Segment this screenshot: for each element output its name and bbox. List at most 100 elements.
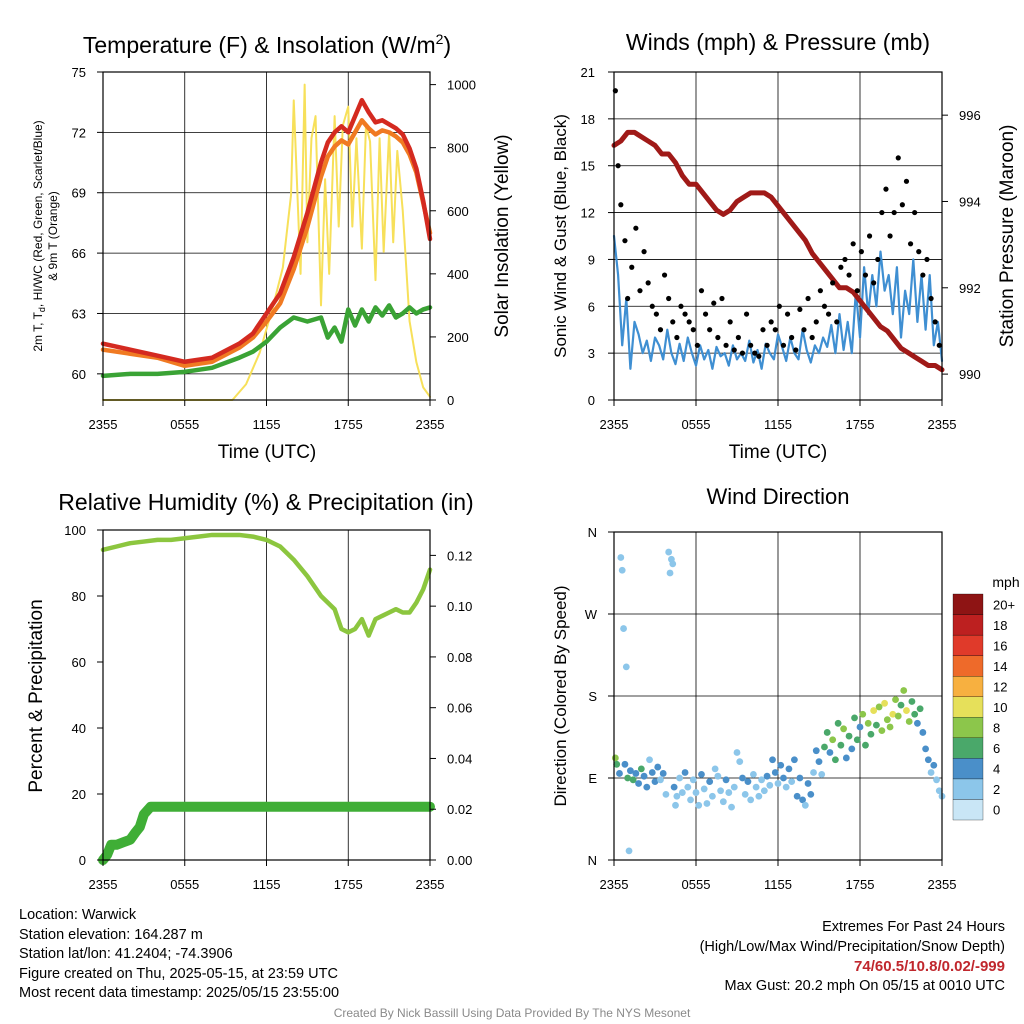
gust-point (797, 306, 803, 313)
gust-point (866, 233, 873, 239)
gust-point (727, 319, 733, 325)
direction-point (670, 783, 678, 791)
colorbar-swatch (952, 634, 984, 656)
temp-xlabel: Time (UTC) (218, 442, 317, 463)
extremes-values: 74/60.5/10.8/0.02/-999 (854, 958, 1005, 975)
gust-point (698, 288, 705, 294)
y2-tick-label: 400 (447, 267, 469, 282)
direction-point (719, 798, 727, 806)
gust-point (694, 342, 700, 348)
colorbar-swatch (952, 614, 984, 636)
gust-point (883, 186, 889, 192)
gust-point (711, 300, 717, 306)
extremes-title: Extremes For Past 24 Hours (822, 919, 1005, 935)
gust-point (715, 334, 721, 341)
colorbar-label: 0 (993, 803, 1000, 818)
gust-point (862, 272, 869, 278)
direction-point (620, 625, 627, 632)
direction-point (927, 769, 935, 776)
gust-point (850, 241, 856, 247)
direction-ylabel: Direction (Colored By Speed) (551, 585, 570, 806)
temperature-line-1 (100, 118, 433, 369)
y2-tick-label: 992 (959, 281, 981, 296)
gust-point (743, 311, 750, 317)
direction-point (687, 796, 694, 804)
direction-point (730, 783, 738, 791)
direction-point (862, 741, 869, 749)
direction-point (635, 780, 642, 787)
gust-point (657, 327, 664, 333)
y2-tick-label: 800 (447, 141, 469, 156)
direction-point (867, 730, 875, 738)
direction-point (851, 714, 858, 722)
gust-point (784, 311, 791, 317)
gust-point (907, 241, 914, 247)
gust-point (702, 311, 709, 317)
gust-point (780, 342, 787, 348)
x-tick-label: 2355 (600, 417, 629, 432)
direction-point (717, 787, 724, 795)
gust-point (858, 249, 864, 255)
direction-point (922, 745, 929, 753)
y2-tick-label: 600 (447, 204, 469, 219)
humidity-ylabel: Percent & Precipitation (26, 599, 47, 792)
gust-point (756, 353, 762, 359)
colorbar-swatch (952, 758, 984, 780)
direction-point (669, 560, 677, 568)
gust-point (661, 272, 668, 278)
figure-created: Figure created on Thu, 2025-05-15, at 23… (19, 965, 338, 982)
gust-point (772, 327, 778, 333)
y-tick-label: N (588, 525, 597, 540)
direction-point (788, 778, 796, 786)
x-tick-label: 1755 (334, 417, 363, 432)
direction-point (859, 710, 867, 718)
direction-point (750, 770, 757, 778)
direction-point (625, 847, 633, 855)
direction-point (837, 741, 845, 749)
direction-point (616, 770, 623, 777)
colorbar-swatch (952, 717, 984, 738)
gust-point (641, 249, 647, 255)
direction-point (709, 792, 716, 800)
y-tick-label: 75 (72, 65, 86, 80)
humidity-series (98, 532, 435, 865)
direction-point (692, 789, 700, 796)
direction-point (892, 696, 899, 704)
y2-tick-label: 994 (959, 194, 981, 209)
x-tick-label: 0555 (170, 877, 199, 892)
gust-point (789, 334, 795, 341)
direction-point (903, 707, 910, 714)
direction-point (684, 783, 692, 791)
gust-point (895, 155, 901, 161)
direction-point (617, 554, 625, 561)
extremes-subtitle: (High/Low/Max Wind/Precipitation/Snow De… (699, 938, 1005, 955)
y-tick-label: 60 (72, 367, 86, 382)
gust-point (871, 280, 877, 286)
direction-point (728, 803, 735, 811)
colorbar-swatch (952, 696, 984, 718)
gust-point (903, 178, 910, 184)
gust-point (805, 295, 811, 302)
direction-point (766, 781, 774, 789)
direction-gridlines (613, 532, 943, 860)
direction-point (703, 800, 711, 807)
y-tick-label: S (588, 689, 597, 704)
gust-point (928, 295, 934, 302)
direction-point (648, 769, 656, 776)
gust-point (879, 209, 885, 216)
gust-point (674, 334, 680, 341)
direction-point (747, 796, 755, 804)
direction-point (673, 792, 681, 800)
direction-point (799, 796, 806, 804)
direction-point (611, 754, 619, 762)
y2-tick-label: 996 (959, 108, 981, 123)
direction-point (733, 749, 741, 756)
direction-point (632, 770, 640, 777)
sonic-wind-line (612, 234, 944, 370)
direction-point (911, 710, 919, 718)
direction-point (807, 791, 815, 798)
direction-point (834, 719, 842, 727)
gust-point (723, 342, 729, 348)
colorbar-label: 8 (993, 721, 1000, 736)
direction-point (914, 719, 921, 727)
